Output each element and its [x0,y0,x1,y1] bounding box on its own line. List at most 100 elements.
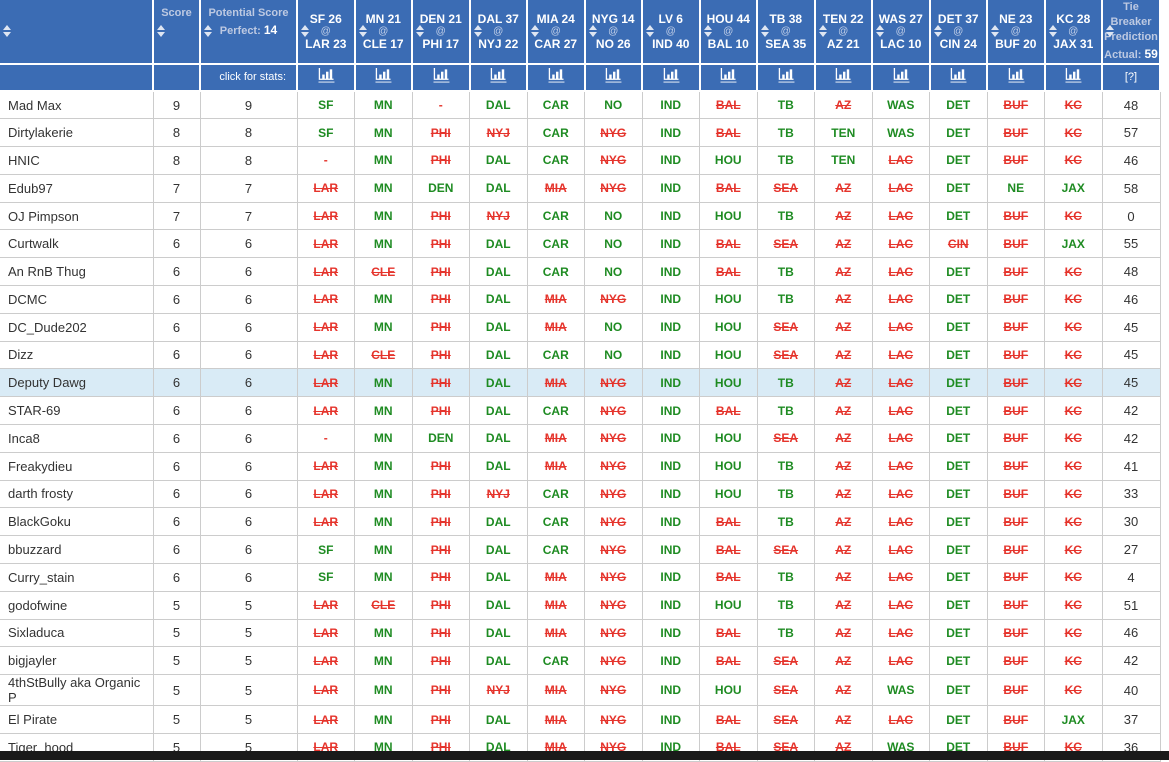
bar-chart-icon[interactable] [775,67,797,83]
potential-score-label: Potential Score [208,7,289,19]
bar-chart-icon[interactable] [430,67,452,83]
pick-cell: - [411,90,470,120]
pick-cell: BAL [699,229,758,259]
pick-cell: NYG [584,535,643,564]
pick-cell: KC [1044,285,1103,314]
player-name: Deputy Dawg [0,368,154,398]
tiebreaker-prediction: 58 [1101,173,1161,203]
pick-cell: AZ [814,618,873,648]
away-team-score: LV 6 [658,11,683,26]
header-game-13[interactable]: NE 23 @ BUF 20 [986,0,1046,65]
player-potential-score: 6 [199,507,298,537]
pick-cell: KC [1044,507,1103,537]
pick-cell: AZ [814,312,873,342]
sort-icon[interactable] [358,25,367,38]
player-name: DC_Dude202 [0,312,154,342]
header-game-11[interactable]: WAS 27 @ LAC 10 [871,0,931,65]
sort-icon[interactable] [531,25,539,38]
game-stats-cell-13 [986,62,1046,92]
header-score[interactable]: Score [152,0,201,65]
pick-cell: NO [584,201,643,231]
bar-chart-icon[interactable] [315,67,337,83]
header-game-8[interactable]: HOU 44 @ BAL 10 [698,0,758,65]
sort-icon[interactable] [933,25,942,38]
header-game-5[interactable]: MIA 24 @ CAR 27 [526,0,586,65]
header-game-12[interactable]: DET 37 @ CIN 24 [928,0,988,65]
bar-chart-icon[interactable] [890,67,912,83]
bar-chart-icon[interactable] [660,67,682,83]
sort-icon[interactable] [3,25,11,38]
header-game-7[interactable]: LV 6 @ IND 40 [641,0,701,65]
pick-cell: DAL [469,368,528,398]
header-player-column[interactable] [0,0,154,65]
header-game-14[interactable]: KC 28 @ JAX 31 [1043,0,1103,65]
home-team-score: CAR 27 [534,36,578,51]
pick-cell: NO [584,340,643,370]
pick-cell: CAR [526,646,585,676]
bar-chart-icon[interactable] [487,67,509,83]
player-row: DCMC 6 6 LAR MN PHI DAL MIA NYG IND HOU TB AZ LAC DET B… [0,285,1161,314]
sort-icon[interactable] [646,25,654,38]
pick-cell: TB [756,146,815,175]
sort-icon[interactable] [818,25,827,38]
header-potential-score[interactable]: Potential Score Perfect: 14 [199,0,298,65]
pick-cell: DET [929,674,988,707]
pick-cell: NO [584,312,643,342]
bar-chart-icon[interactable] [832,67,854,83]
bar-chart-icon[interactable] [1062,67,1084,83]
pick-cell: LAR [296,257,355,286]
player-score: 5 [152,618,201,648]
pick-cell: MIA [526,173,585,203]
header-game-2[interactable]: MN 21 @ CLE 17 [353,0,413,65]
sort-icon[interactable] [473,25,482,38]
tiebreaker-prediction: 37 [1101,705,1161,734]
header-game-6[interactable]: NYG 14 @ NO 26 [583,0,643,65]
header-game-3[interactable]: DEN 21 @ PHI 17 [411,0,471,65]
pick-cell: DAL [469,173,528,203]
pick-cell: DET [929,368,988,398]
tiebreaker-help-link[interactable]: [?] [1101,62,1161,92]
sort-icon[interactable] [301,25,309,38]
game-stats-cell-3 [411,62,471,92]
pick-cell: TB [756,285,815,314]
sort-icon[interactable] [588,25,597,38]
sort-icon[interactable] [1106,25,1114,38]
bar-chart-icon[interactable] [602,67,624,83]
header-game-4[interactable]: DAL 37 @ NYJ 22 [468,0,528,65]
sort-icon[interactable] [761,25,769,38]
pick-cell: WAS [871,674,930,707]
sort-icon[interactable] [876,25,884,38]
player-row: OJ Pimpson 7 7 LAR MN PHI NYJ CAR NO IND HOU TB AZ LA… [0,201,1161,231]
bar-chart-icon[interactable] [1005,67,1027,83]
sort-icon[interactable] [1048,25,1057,38]
sort-icon[interactable] [991,25,999,38]
header-game-9[interactable]: TB 38 @ SEA 35 [756,0,816,65]
player-potential-score: 6 [199,257,298,286]
bar-chart-icon[interactable] [717,67,739,83]
pick-cell: LAC [871,257,930,286]
player-potential-score: 9 [199,90,298,120]
away-team-score: SF 26 [309,11,342,26]
pick-cell: KC [1044,312,1103,342]
bar-chart-icon[interactable] [947,67,969,83]
game-stats-cell-1 [296,62,356,92]
bottom-scrollbar[interactable] [0,751,1169,760]
tiebreaker-prediction: 27 [1101,535,1161,564]
at-symbol: @ [1010,25,1021,37]
header-game-1[interactable]: SF 26 @ LAR 23 [296,0,356,65]
bar-chart-icon[interactable] [372,67,394,83]
sort-icon[interactable] [157,25,165,38]
pick-cell: DET [929,705,988,734]
sort-icon[interactable] [204,25,212,38]
sort-icon[interactable] [416,25,424,38]
pick-cell: DET [929,118,988,148]
pick-cell: BAL [699,118,758,148]
tiebreaker-prediction: 45 [1101,368,1161,398]
player-score: 8 [152,118,201,148]
pick-cell: HOU [699,146,758,175]
header-game-10[interactable]: TEN 22 @ AZ 21 [813,0,873,65]
bar-chart-icon[interactable] [545,67,567,83]
header-tiebreaker[interactable]: Tie Breaker Prediction Actual: 59 [1101,0,1161,65]
sort-icon[interactable] [703,25,712,38]
tiebreaker-prediction: 45 [1101,340,1161,370]
